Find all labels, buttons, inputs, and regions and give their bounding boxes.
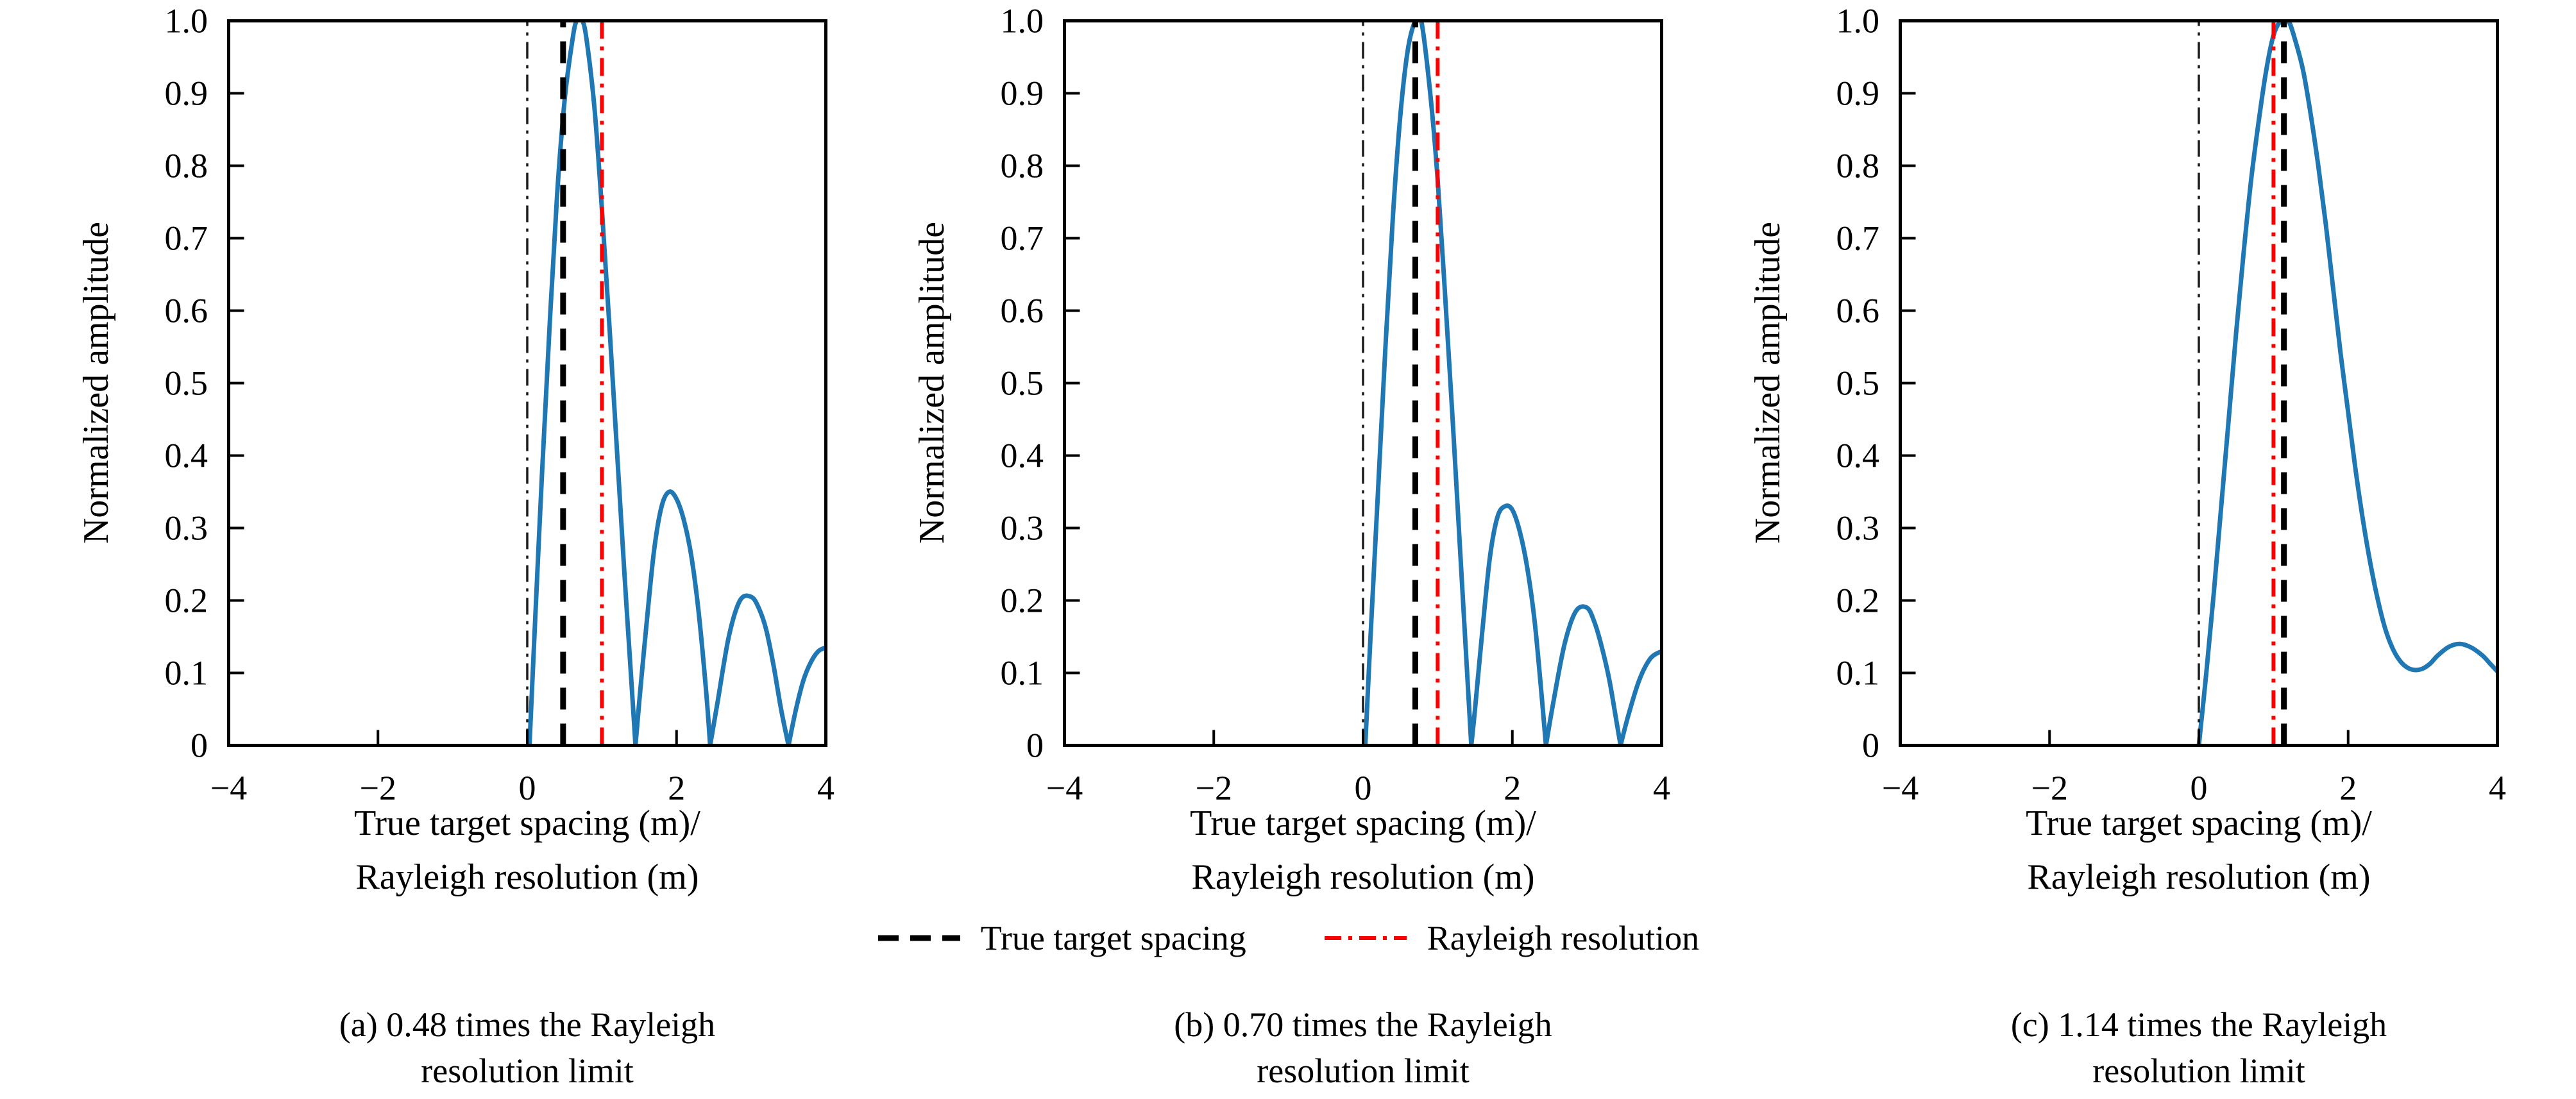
- x-tick-label: −2: [2031, 769, 2068, 807]
- x-axis-label-line1: True target spacing (m)/: [1190, 803, 1536, 843]
- x-tick-label: 0: [1355, 769, 1372, 807]
- y-tick-label: 0.3: [165, 509, 208, 548]
- caption-c: (c) 1.14 times the Rayleigh resolution l…: [1867, 1002, 2531, 1094]
- y-tick-label: 0.1: [1836, 654, 1880, 692]
- x-axis-label-line2: Rayleigh resolution (m): [1191, 857, 1535, 897]
- y-axis-label: Normalized amplitude: [76, 221, 116, 544]
- dashed-line-sample-icon: [877, 935, 960, 941]
- x-tick-label: 4: [1653, 769, 1670, 807]
- plot-area-a: −4 −2 0 2 4 0 0.1 0.2 0.3 0.4 0.5 0.6 0.7 0.8 0.9 1.0: [165, 2, 835, 808]
- x-tick-label: −2: [360, 769, 396, 807]
- x-tick-label: −4: [210, 769, 247, 807]
- x-tick-label: 2: [668, 769, 685, 807]
- x-axis-label-line2: Rayleigh resolution (m): [355, 857, 699, 897]
- legend-label: Rayleigh resolution: [1427, 919, 1700, 957]
- panel-a: Normalized amplitude −4 −2 0 2 4 0 0.1 0.2 0.3 0.…: [0, 0, 836, 1099]
- y-tick-label: 0.8: [165, 147, 208, 185]
- x-axis-label: True target spacing (m)/ Rayleigh resolu…: [1867, 796, 2531, 904]
- y-tick-label: 0.2: [1836, 582, 1880, 620]
- y-tick-label: 0.9: [165, 74, 208, 113]
- x-axis-label-line2: Rayleigh resolution (m): [2027, 857, 2371, 897]
- legend: True target spacing Rayleigh resolution: [0, 916, 2576, 961]
- y-tick-label: 0: [1026, 726, 1044, 765]
- x-tick-label: 0: [2190, 769, 2208, 807]
- x-tick-label: 4: [817, 769, 835, 807]
- y-tick-label: 0.9: [1836, 74, 1880, 113]
- x-axis-label: True target spacing (m)/ Rayleigh resolu…: [1031, 796, 1695, 904]
- x-tick-label: 4: [2489, 769, 2506, 807]
- y-tick-label: 0.4: [165, 437, 208, 475]
- y-tick-label: 0.7: [1836, 219, 1880, 258]
- dashdot-line-sample-icon: [1324, 936, 1407, 940]
- x-tick-label: −4: [1882, 769, 1919, 807]
- y-tick-label: 0.3: [1001, 509, 1044, 548]
- y-tick-label: 0.6: [1836, 292, 1880, 330]
- caption-b-line2: resolution limit: [1257, 1052, 1470, 1090]
- x-axis-label-line1: True target spacing (m)/: [2026, 803, 2372, 843]
- y-tick-label: 0.5: [1001, 364, 1044, 403]
- amplitude-curve: [2196, 21, 2498, 746]
- x-tick-label: −2: [1196, 769, 1232, 807]
- y-tick-label: 1.0: [1836, 2, 1880, 40]
- caption-a-line2: resolution limit: [421, 1052, 634, 1090]
- y-tick-label: 0.5: [1836, 364, 1880, 403]
- y-tick-label: 0.2: [1001, 582, 1044, 620]
- y-tick-label: 0.4: [1001, 437, 1044, 475]
- x-tick-label: −4: [1046, 769, 1083, 807]
- y-tick-label: 0.4: [1836, 437, 1880, 475]
- panel-b: Normalized amplitude −4 −2 0 2 4 0 0.1 0.2 0.3 0.…: [836, 0, 1672, 1099]
- caption-a: (a) 0.48 times the Rayleigh resolution l…: [195, 1002, 860, 1094]
- legend-item-true-target-spacing: True target spacing: [877, 918, 1246, 958]
- panel-c: Normalized amplitude −4 −2 0 2 4 0 0.1 0.2 0.3 0.…: [1672, 0, 2576, 1099]
- plot-area-b: −4 −2 0 2 4 0 0.1 0.2 0.3 0.4 0.5 0.6 0.7 0.8 0.9 1.0: [1001, 2, 1671, 808]
- y-tick-label: 0.1: [1001, 654, 1044, 692]
- y-tick-label: 0.2: [165, 582, 208, 620]
- amplitude-curve: [527, 21, 826, 746]
- legend-item-rayleigh-resolution: Rayleigh resolution: [1323, 918, 1699, 958]
- y-tick-label: 0.6: [165, 292, 208, 330]
- y-tick-label: 0.1: [165, 654, 208, 692]
- caption-b-line1: (b) 0.70 times the Rayleigh: [1174, 1005, 1552, 1044]
- y-axis-label: Normalized amplitude: [1748, 221, 1788, 544]
- y-tick-label: 0.7: [1001, 219, 1044, 258]
- y-tick-label: 0.6: [1001, 292, 1044, 330]
- y-tick-label: 0.9: [1001, 74, 1044, 113]
- legend-label: True target spacing: [980, 919, 1246, 957]
- amplitude-curve: [1362, 21, 1662, 746]
- y-tick-label: 0.8: [1001, 147, 1044, 185]
- y-tick-label: 0.3: [1836, 509, 1880, 548]
- y-tick-label: 0: [191, 726, 208, 765]
- y-tick-label: 0.7: [165, 219, 208, 258]
- caption-b: (b) 0.70 times the Rayleigh resolution l…: [1031, 1002, 1695, 1094]
- x-tick-label: 2: [1504, 769, 1521, 807]
- caption-c-line1: (c) 1.14 times the Rayleigh: [2010, 1005, 2387, 1044]
- caption-a-line1: (a) 0.48 times the Rayleigh: [339, 1005, 716, 1044]
- x-tick-label: 0: [519, 769, 536, 807]
- y-axis-label: Normalized amplitude: [912, 221, 952, 544]
- x-tick-label: 2: [2339, 769, 2357, 807]
- caption-c-line2: resolution limit: [2092, 1052, 2305, 1090]
- y-tick-label: 0.8: [1836, 147, 1880, 185]
- y-tick-label: 1.0: [1001, 2, 1044, 40]
- x-axis-label-line1: True target spacing (m)/: [354, 803, 700, 843]
- y-tick-label: 1.0: [165, 2, 208, 40]
- y-tick-label: 0.5: [165, 364, 208, 403]
- y-tick-label: 0: [1862, 726, 1879, 765]
- plot-area-c: −4 −2 0 2 4 0 0.1 0.2 0.3 0.4 0.5 0.6 0.7 0.8 0.9 1.0: [1836, 2, 2507, 808]
- x-axis-label: True target spacing (m)/ Rayleigh resolu…: [195, 796, 860, 904]
